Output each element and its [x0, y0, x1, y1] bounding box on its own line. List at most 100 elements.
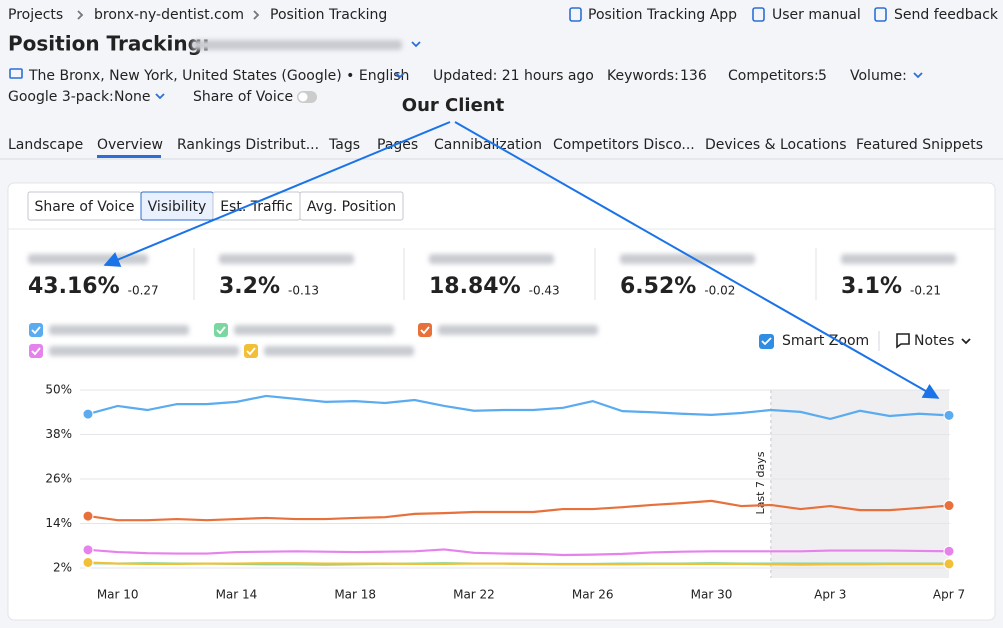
endpoint-marker — [943, 545, 955, 557]
nav-tab[interactable]: Overview — [97, 137, 163, 153]
metric-tab-label[interactable]: Visibility — [148, 199, 207, 215]
breadcrumb[interactable]: bronx-ny-dentist.com — [94, 7, 244, 23]
blurred-text — [219, 254, 354, 264]
nav-tab[interactable]: Featured Snippets — [856, 137, 983, 153]
google-3pack-value[interactable]: None — [114, 89, 151, 105]
monitor-icon — [9, 68, 23, 79]
metric-change: -0.43 — [529, 284, 560, 298]
x-tick-label: Mar 18 — [334, 588, 376, 602]
metric-tab-label[interactable]: Share of Voice — [34, 199, 134, 215]
nav-tab[interactable]: Tags — [328, 137, 360, 153]
chevron-icon — [155, 93, 165, 100]
chevron-icon — [913, 72, 923, 79]
blurred-text — [234, 325, 394, 335]
breadcrumb[interactable]: Projects — [8, 7, 63, 23]
metric-change: -0.02 — [704, 284, 735, 298]
check-icon — [31, 326, 41, 335]
metric-value: 43.16% — [28, 274, 120, 299]
keywords-value[interactable]: 136 — [680, 68, 707, 84]
metric-tab-label[interactable]: Est. Traffic — [220, 199, 293, 215]
endpoint-marker — [82, 408, 94, 420]
blurred-text — [264, 346, 414, 356]
blurred-text — [620, 254, 755, 264]
metric-change: -0.13 — [288, 284, 319, 298]
header-link[interactable]: User manual — [772, 7, 861, 23]
metric-value: 3.1% — [841, 274, 902, 299]
metric-tab[interactable] — [299, 191, 404, 221]
header-link[interactable]: Send feedback — [894, 7, 999, 23]
keywords-label: Keywords: — [607, 68, 679, 84]
x-tick-label: Mar 26 — [572, 588, 614, 602]
y-tick-label: 14% — [45, 516, 72, 530]
nav-tab[interactable]: Rankings Distribut... — [177, 137, 319, 153]
annotation-arrow — [454, 121, 940, 399]
chevron-icon — [77, 10, 84, 20]
blurred-text — [49, 346, 239, 356]
chevron-icon — [411, 41, 421, 48]
x-tick-label: Mar 14 — [216, 588, 258, 602]
y-tick-label: 38% — [45, 427, 72, 441]
chevron-icon — [395, 72, 405, 79]
link-icon — [569, 7, 582, 22]
chevron-icon — [253, 10, 260, 20]
active-tab-underline — [97, 155, 161, 158]
volume-label: Volume: — [850, 68, 907, 84]
legend-checkbox[interactable] — [29, 323, 43, 337]
series-line — [87, 499, 950, 522]
nav-tab[interactable]: Competitors Disco... — [553, 137, 695, 153]
google-3pack-label: Google 3-pack: — [8, 89, 114, 105]
x-tick-label: Mar 22 — [453, 588, 495, 602]
blurred-text — [192, 40, 402, 50]
link-icon — [874, 7, 887, 22]
legend-checkbox[interactable] — [244, 344, 258, 358]
blurred-text — [438, 325, 598, 335]
metric-value: 6.52% — [620, 274, 696, 299]
check-icon — [761, 337, 772, 346]
x-tick-label: Mar 10 — [97, 588, 139, 602]
endpoint-marker — [943, 500, 955, 512]
smart-zoom-label[interactable]: Smart Zoom — [782, 333, 869, 349]
location-selector[interactable]: The Bronx, New York, United States (Goog… — [28, 68, 409, 84]
shaded-period-label: Last 7 days — [754, 451, 767, 514]
breadcrumb: Position Tracking — [270, 7, 387, 23]
blurred-text — [429, 254, 554, 264]
check-icon — [420, 326, 430, 335]
nav-tab[interactable]: Cannibalization — [434, 137, 542, 153]
chevron-icon — [961, 338, 971, 345]
endpoint-marker — [943, 558, 955, 570]
metric-change: -0.27 — [128, 284, 159, 298]
legend-checkbox[interactable] — [418, 323, 432, 337]
legend-checkbox[interactable] — [214, 323, 228, 337]
check-icon — [216, 326, 226, 335]
annotation-arrow — [103, 121, 451, 267]
series-line — [87, 548, 950, 557]
x-tick-label: Mar 30 — [691, 588, 733, 602]
series-line — [87, 561, 949, 566]
x-tick-label: Apr 7 — [933, 588, 965, 602]
endpoint-marker — [82, 510, 94, 522]
series-line — [87, 394, 950, 421]
y-tick-label: 26% — [45, 472, 72, 486]
competitors-value[interactable]: 5 — [818, 68, 827, 84]
page-title: Position Tracking: — [8, 32, 210, 56]
endpoint-marker — [82, 544, 94, 556]
notes-icon — [896, 333, 910, 349]
competitors-label: Competitors: — [728, 68, 819, 84]
metric-value: 3.2% — [219, 274, 280, 299]
check-icon — [31, 347, 41, 356]
updated-info: Updated: 21 hours ago — [433, 68, 594, 84]
nav-tab[interactable]: Devices & Locations — [705, 137, 847, 153]
nav-tab[interactable]: Landscape — [8, 137, 83, 153]
y-tick-label: 2% — [53, 561, 72, 575]
x-tick-label: Apr 3 — [814, 588, 846, 602]
endpoint-marker — [943, 409, 955, 421]
legend-checkbox[interactable] — [29, 344, 43, 358]
notes-button[interactable]: Notes — [914, 333, 954, 349]
blurred-text — [841, 254, 956, 264]
card — [7, 182, 996, 621]
header-link[interactable]: Position Tracking App — [588, 7, 737, 23]
metric-tab-label[interactable]: Avg. Position — [307, 199, 396, 215]
annotation: Our Client — [402, 95, 505, 116]
